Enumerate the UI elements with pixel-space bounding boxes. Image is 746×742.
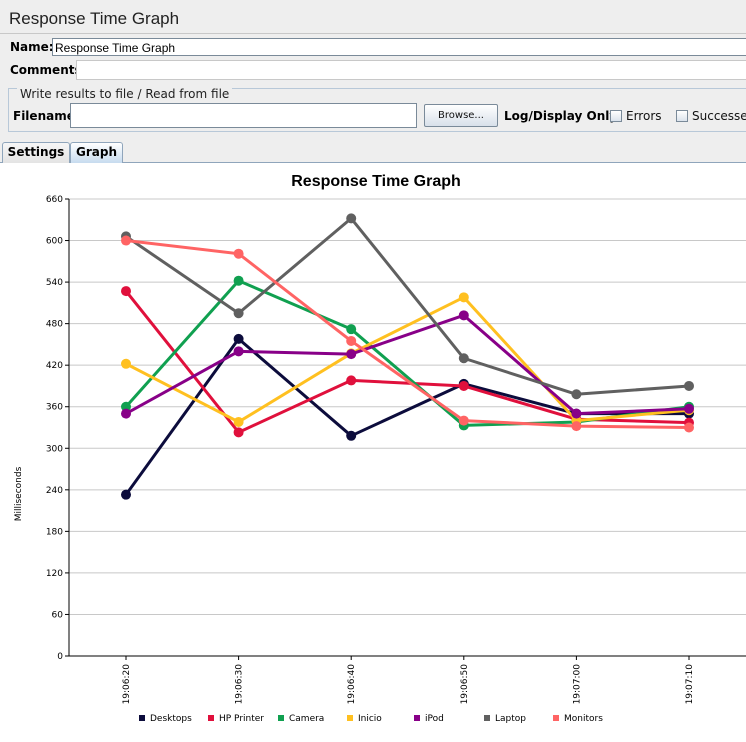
series-line: [125, 216, 690, 396]
tab-graph[interactable]: Graph: [70, 142, 123, 163]
graph-panel: [0, 162, 746, 742]
series-line: [125, 239, 690, 429]
legend-swatch: [278, 715, 284, 721]
successes-label: Successe: [692, 109, 746, 123]
series-laptop: [121, 213, 694, 400]
legend-swatch: [484, 715, 490, 721]
legend-swatch: [414, 715, 420, 721]
data-point: [233, 416, 244, 427]
log-display-label: Log/Display Only:: [504, 109, 622, 123]
legend-swatch: [553, 715, 559, 721]
errors-label: Errors: [626, 109, 662, 123]
y-tick-label: 600: [46, 237, 63, 247]
title-divider: [0, 33, 746, 34]
y-tick-label: 300: [46, 444, 63, 454]
errors-checkbox[interactable]: [610, 110, 622, 122]
y-axis-label: Milliseconds: [14, 466, 24, 521]
series-monitors: [121, 235, 694, 433]
write-results-legend: Write results to file / Read from file: [17, 87, 233, 101]
data-point: [458, 380, 469, 391]
legend-label: Monitors: [564, 714, 603, 724]
data-point: [571, 408, 582, 419]
page-title: Response Time Graph: [9, 9, 180, 28]
x-tick-label: 19:07:10: [685, 664, 695, 705]
name-input[interactable]: Response Time Graph: [52, 38, 746, 56]
legend-label: Camera: [289, 714, 324, 724]
data-point: [233, 333, 244, 344]
legend-swatch: [139, 715, 145, 721]
data-point: [121, 401, 131, 412]
data-point: [458, 310, 469, 321]
data-point: [121, 286, 131, 297]
data-point: [121, 235, 131, 246]
x-tick-label: 19:07:00: [572, 664, 582, 705]
data-point: [121, 489, 131, 500]
name-label: Name:: [10, 40, 54, 54]
legend-label: Inicio: [358, 714, 382, 724]
data-point: [233, 346, 244, 357]
y-tick-label: 360: [46, 403, 63, 413]
y-tick-label: 180: [46, 527, 63, 537]
tab-settings[interactable]: Settings: [2, 142, 70, 163]
chart-title: Response Time Graph: [291, 173, 461, 190]
series-line: [124, 279, 690, 427]
data-point: [684, 403, 694, 414]
series-ipod: [121, 310, 694, 419]
y-tick-label: 540: [46, 278, 63, 288]
legend-swatch: [208, 715, 214, 721]
data-point: [458, 353, 469, 364]
y-tick-label: 0: [57, 652, 63, 662]
successes-checkbox[interactable]: [676, 110, 688, 122]
data-point: [233, 275, 244, 286]
legend-label: HP Printer: [219, 714, 264, 724]
y-tick-label: 60: [52, 610, 64, 620]
x-tick-label: 19:06:20: [122, 664, 132, 705]
x-tick-label: 19:06:30: [235, 664, 245, 705]
response-time-chart: Response Time Graph Milliseconds 0 60 120 1…: [14, 173, 746, 724]
y-tick-label: 240: [46, 486, 63, 496]
data-point: [121, 358, 131, 369]
data-point: [684, 422, 694, 433]
filename-input[interactable]: [70, 103, 417, 128]
data-point: [346, 430, 357, 441]
legend-label: Laptop: [495, 714, 526, 724]
series-line: [125, 313, 690, 416]
comments-input[interactable]: [76, 60, 746, 80]
data-point: [346, 349, 357, 360]
y-tick-label: 120: [46, 569, 63, 579]
browse-button[interactable]: Browse...: [424, 104, 498, 127]
comments-label: Comments:: [10, 63, 87, 77]
data-point: [121, 408, 131, 419]
y-tick-label: 660: [46, 195, 63, 205]
data-point: [346, 375, 357, 386]
data-point: [233, 427, 244, 438]
legend-label: iPod: [425, 714, 444, 724]
x-tick-label: 19:06:50: [460, 664, 470, 705]
y-tick-label: 480: [46, 320, 63, 330]
data-point: [233, 308, 244, 319]
data-point: [346, 213, 357, 224]
data-point: [458, 415, 469, 426]
data-point: [233, 248, 244, 259]
data-point: [684, 380, 694, 391]
write-results-group: [8, 88, 746, 132]
legend-swatch: [347, 715, 353, 721]
x-tick-label: 19:06:40: [347, 664, 357, 705]
y-tick-label: 420: [46, 361, 63, 371]
data-point: [571, 421, 582, 432]
data-point: [346, 335, 357, 346]
data-point: [346, 324, 357, 335]
legend-label: Desktops: [150, 714, 192, 724]
data-point: [458, 292, 469, 303]
series-line: [125, 295, 690, 424]
data-point: [571, 389, 582, 400]
filename-label: Filename: [13, 109, 75, 123]
